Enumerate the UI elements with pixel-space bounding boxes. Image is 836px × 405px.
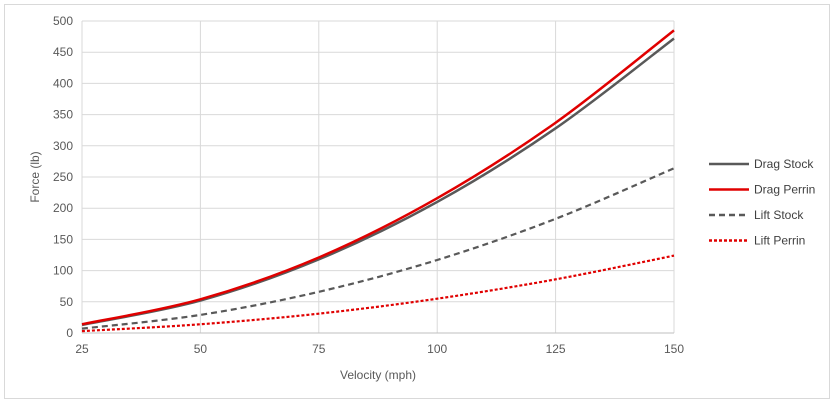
- legend-label-drag-stock: Drag Stock: [754, 157, 814, 171]
- x-tick-label: 50: [194, 342, 208, 356]
- series-lines: [81, 29, 675, 333]
- y-tick-label: 400: [53, 76, 73, 90]
- y-tick-label: 500: [53, 14, 73, 28]
- chart-frame: 0 50 100 150 200 250 300 350 400 450 500 25 50 75 100 1…: [4, 4, 830, 399]
- y-tick-label: 450: [53, 45, 73, 59]
- gridlines: [82, 20, 675, 333]
- y-tick-label: 300: [53, 139, 73, 153]
- series-line-lift-perrin: [81, 254, 675, 333]
- line-chart: 0 50 100 150 200 250 300 350 400 450 500 25 50 75 100 1…: [28, 14, 815, 382]
- axes: [81, 21, 674, 334]
- y-tick-label: 50: [60, 295, 74, 309]
- legend: Drag Stock Drag Perrin Lift Stock Lift Perr…: [709, 157, 815, 248]
- y-tick-label: 0: [66, 326, 73, 340]
- y-tick-label: 150: [53, 232, 73, 246]
- series-line-drag-stock: [81, 37, 675, 327]
- legend-label-drag-perrin: Drag Perrin: [754, 183, 815, 197]
- x-tick-label: 100: [427, 342, 447, 356]
- x-tick-label: 150: [664, 342, 684, 356]
- series-line-lift-stock: [81, 167, 675, 330]
- x-tick-label: 75: [312, 342, 326, 356]
- y-tick-label: 100: [53, 264, 73, 278]
- y-tick-label: 350: [53, 108, 73, 122]
- y-axis-title: Force (lb): [28, 151, 42, 202]
- x-tick-label: 125: [546, 342, 566, 356]
- series-line-drag-perrin: [81, 29, 675, 326]
- x-tick-label: 25: [75, 342, 89, 356]
- x-axis-title: Velocity (mph): [340, 368, 416, 382]
- y-tick-label: 250: [53, 170, 73, 184]
- legend-label-lift-stock: Lift Stock: [754, 208, 804, 222]
- legend-label-lift-perrin: Lift Perrin: [754, 234, 805, 248]
- y-tick-label: 200: [53, 201, 73, 215]
- tick-labels: 0 50 100 150 200 250 300 350 400 450 500 25 50 75 100 1…: [53, 14, 684, 356]
